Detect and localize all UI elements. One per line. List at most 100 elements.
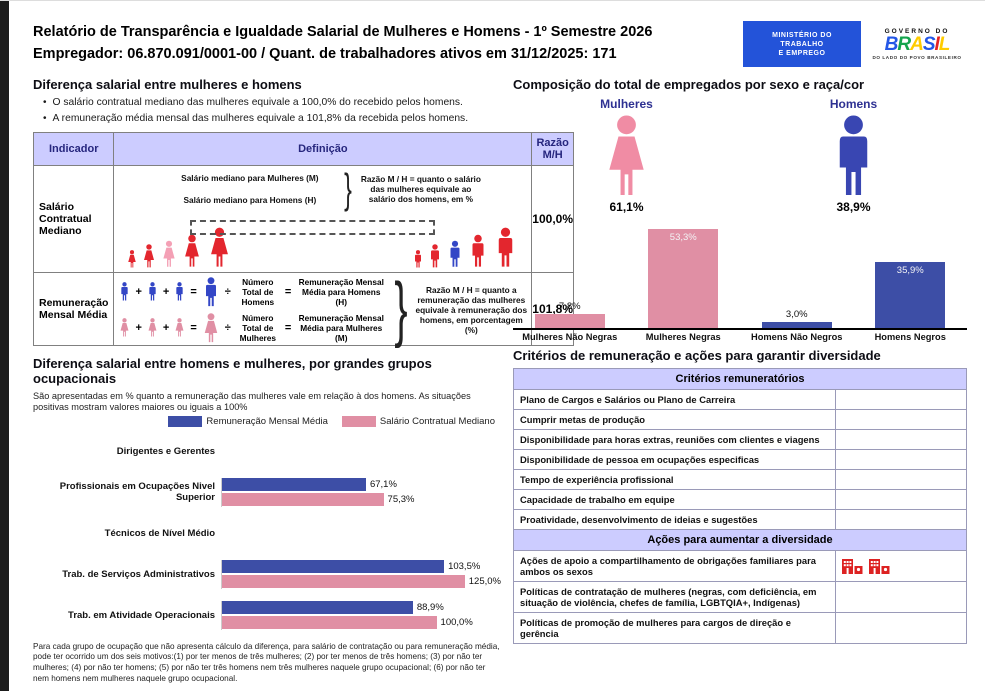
plus-sign: + xyxy=(135,321,142,334)
man-icon xyxy=(499,227,513,267)
equals-sign: = xyxy=(190,321,197,334)
composition-category-labels: Mulheres Não Negras Mulheres Negras Homens… xyxy=(513,332,967,342)
plus-sign: + xyxy=(135,285,142,298)
occupational-chart-row: Técnicos de Nível Médio xyxy=(33,513,501,554)
composition-category-label: Homens Não Negros xyxy=(751,332,843,342)
row-salario-contratual: Salário Contratual Mediano Salário media… xyxy=(32,165,574,273)
occupation-category-label: Profissionais em Ocupações Nivel Superio… xyxy=(59,481,215,504)
gender-pictogram: Mulheres 61,1% xyxy=(542,97,712,214)
brace-glyph: } xyxy=(394,269,408,350)
gov-brasil-logo: GOVERNO DO BRASIL DO LADO DO POVO BRASIL… xyxy=(871,28,963,60)
woman-icon xyxy=(144,243,155,268)
criteria-header-row: Ações para aumentar a diversidade xyxy=(513,529,967,551)
label-median-men: Salário mediano para Homens (H) xyxy=(183,194,317,205)
bar-value-label: 103,5% xyxy=(448,561,481,573)
men-figures-group xyxy=(412,227,519,268)
criteria-label: Cumprir metas de produção xyxy=(513,409,836,430)
bar-bar_blue xyxy=(222,601,413,615)
bar-value-label: 100,0% xyxy=(440,617,473,629)
woman-icon xyxy=(204,313,218,342)
criteria-row: Plano de Cargos e Salários ou Plano de C… xyxy=(513,389,968,410)
bar-value-label: 35,9% xyxy=(896,264,924,276)
criteria-value-cell xyxy=(834,449,968,470)
equals-sign: = xyxy=(284,285,292,298)
equals-sign: = xyxy=(284,321,292,334)
legend-item: Salário Contratual Mediano xyxy=(341,415,495,427)
diversity-action-icons xyxy=(841,558,960,574)
composition-category-label: Mulheres Negras xyxy=(645,332,721,342)
criteria-section-title: Critérios de remuneração e ações para ga… xyxy=(513,348,881,363)
criteria-value-cell xyxy=(834,389,968,410)
left-column: Diferença salarial entre mulheres e home… xyxy=(32,77,574,684)
indicator-table-header: Indicador Definição Razão M/H xyxy=(32,132,574,166)
occupation-category-label: Técnicos de Nível Médio xyxy=(104,527,215,539)
equals-sign: = xyxy=(190,285,197,298)
bar-bar_pink xyxy=(534,313,605,328)
report-titles: Relatório de Transparência e Igualdade S… xyxy=(33,21,652,66)
woman-icon xyxy=(175,318,184,337)
median-connector-dashes xyxy=(190,219,436,235)
report-header: Relatório de Transparência e Igualdade S… xyxy=(33,21,967,67)
definition-cell: + + = ÷ Número Total de Homens = Remuneração M… xyxy=(113,269,533,350)
bar-value-label: 3,0% xyxy=(785,309,808,321)
diversity-value-cell xyxy=(834,550,968,582)
occupational-chart-row: Dirigentes e Gerentes xyxy=(33,431,501,472)
criteria-label: Disponibilidade para horas extras, reuni… xyxy=(513,429,836,450)
brand-letter: R xyxy=(897,34,911,56)
occupational-chart-legend: Remuneração Mensal Média Salário Contratu… xyxy=(33,415,495,427)
criteria-row: Proatividade, desenvolvimento de ideias … xyxy=(513,509,968,530)
women-figures-group xyxy=(126,227,233,268)
gender-label: Homens xyxy=(829,97,878,111)
divide-sign: ÷ xyxy=(224,321,231,334)
criteria-label: Capacidade de trabalho em equipe xyxy=(513,489,836,510)
gov-logo-bottom-text: DO LADO DO POVO BRASILEIRO xyxy=(872,54,962,60)
bullet-average-pay: A remuneração média mensal das mulheres … xyxy=(43,113,501,124)
criteria-value-cell xyxy=(834,509,968,530)
criteria-label: Plano de Cargos e Salários ou Plano de C… xyxy=(513,389,836,410)
mte-logo: MINISTÉRIO DO TRABALHO E EMPREGO xyxy=(743,21,861,67)
composition-bar-column: 3,0% xyxy=(743,218,851,328)
diversity-action-label: Políticas de promoção de mulheres para c… xyxy=(513,612,836,644)
man-icon xyxy=(415,249,422,268)
page-left-edge xyxy=(0,1,9,691)
woman-icon xyxy=(120,318,129,337)
indicator-table: Indicador Definição Razão M/H Salário Cont… xyxy=(32,132,574,350)
woman-icon xyxy=(609,115,644,195)
occupational-bar-chart: Dirigentes e Gerentes Profissionais em Oc… xyxy=(33,431,501,636)
criteria-value-cell xyxy=(834,469,968,490)
bar-value-label: 67,1% xyxy=(369,479,397,491)
man-icon xyxy=(121,282,129,301)
occupational-chart-row: Trab. em Atividade Operacionais 88,9% 100,… xyxy=(33,595,501,636)
gov-logo-top-text: GOVERNO DO xyxy=(884,28,950,36)
bar-value-label: 88,9% xyxy=(416,602,444,614)
result-label: Remuneração Mensal Média para Mulheres (… xyxy=(298,312,384,343)
bar-bar_pink xyxy=(222,493,384,507)
criteria-row: Disponibilidade para horas extras, reuni… xyxy=(513,429,968,450)
mte-logo-line: TRABALHO xyxy=(780,40,824,48)
divisor-label: Número Total de Mulheres xyxy=(239,312,277,343)
gender-percentage: 61,1% xyxy=(609,200,644,214)
diversity-value-cell xyxy=(834,612,968,644)
legend-item: Remuneração Mensal Média xyxy=(168,415,328,427)
mte-logo-line: MINISTÉRIO DO xyxy=(772,31,832,39)
bar-bar_blue: 35,9% xyxy=(875,261,946,328)
employer-line: Empregador: 06.870.091/0001-00 / Quant. … xyxy=(33,46,617,63)
criteria-table: Critérios remuneratórios Plano de Cargos … xyxy=(513,368,968,644)
divisor-label: Número Total de Homens xyxy=(241,276,275,307)
building-icon xyxy=(841,559,863,574)
criteria-row: Capacidade de trabalho em equipe xyxy=(513,489,968,510)
bar-value-label: 7,8% xyxy=(558,300,581,312)
criteria-label: Disponibilidade de pessoa em ocupações e… xyxy=(513,449,836,470)
bar-bar_blue xyxy=(761,322,832,328)
diversity-row: Políticas de contratação de mulheres (ne… xyxy=(513,581,968,613)
occupation-category-label: Trab. de Serviços Administrativos xyxy=(62,568,215,580)
criteria-row: Disponibilidade de pessoa em ocupações e… xyxy=(513,449,968,470)
bar-bar_pink xyxy=(222,616,437,630)
right-column: Composição do total de empregados por se… xyxy=(513,77,968,684)
occupational-chart-footnote: Para cada grupo de ocupação que não apre… xyxy=(33,641,500,683)
mte-logo-line: E EMPREGO xyxy=(778,49,826,57)
two-column-layout: Diferença salarial entre mulheres e home… xyxy=(32,77,968,684)
ratio-definition-note: Razão M / H = quanto o salário das mulhe… xyxy=(360,173,481,204)
composition-category-label: Mulheres Não Negras xyxy=(522,332,618,342)
